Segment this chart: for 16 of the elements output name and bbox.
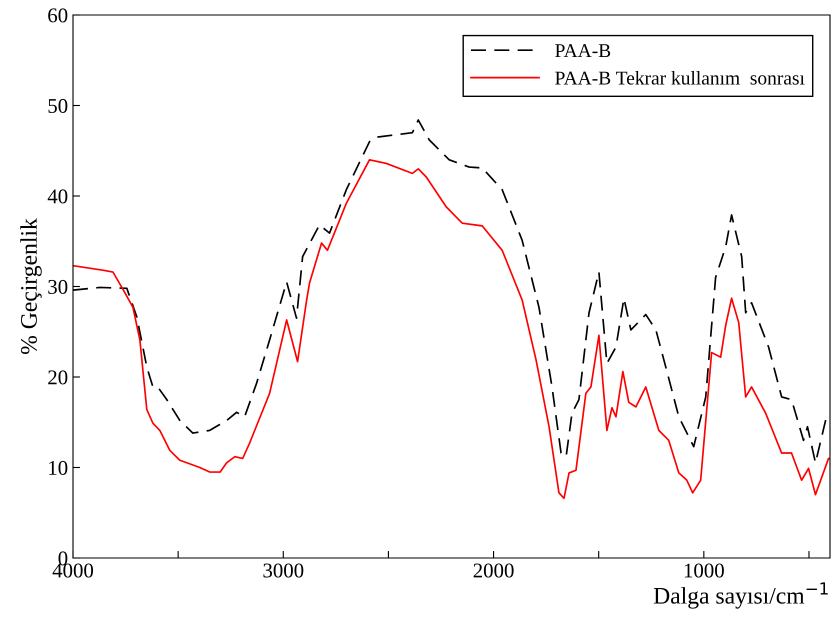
line-series (73, 158, 830, 500)
legend-label: PAA-B Tekrar kullanım sonrası (555, 70, 805, 85)
y-tick-label: 20 (48, 370, 68, 384)
y-tick-label: 60 (48, 8, 68, 22)
legend-label: PAA-B (555, 44, 610, 58)
y-axis-title: % Geçirgenlik (20, 218, 42, 354)
y-tick-label: 30 (48, 280, 68, 294)
y-tick-label: 0 (58, 551, 68, 566)
x-tick-label: 2000 (474, 563, 514, 578)
x-tick-label: 4000 (52, 563, 94, 578)
x-tick-label: 3000 (263, 563, 304, 578)
y-tick-label: 10 (49, 460, 68, 475)
y-tick-label: 50 (48, 98, 68, 113)
x-tick-label: 1000 (684, 563, 724, 578)
y-tick-label: 40 (48, 189, 68, 204)
x-axis-title: Dalga sayısı/cm$^{−1}$ (654, 582, 828, 609)
